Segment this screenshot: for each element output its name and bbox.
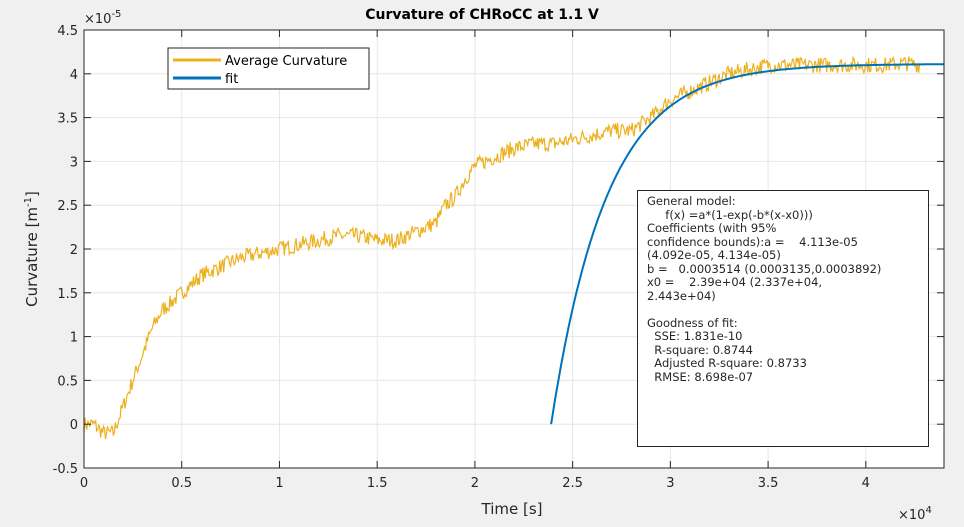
annotation-line: Adjusted R-square: 0.8733 xyxy=(647,356,807,370)
annotation-line: SSE: 1.831e-10 xyxy=(647,329,743,343)
y-tick-label: 4.5 xyxy=(57,24,78,39)
legend-label-average: Average Curvature xyxy=(225,54,347,69)
annotation-line: General model: xyxy=(647,194,736,208)
y-axis-label-sup: -1 xyxy=(23,197,34,207)
annotation-line: (4.092e-05, 4.134e-05) xyxy=(647,248,781,262)
x-tick-label: 0.5 xyxy=(171,476,192,491)
legend-label-fit: fit xyxy=(225,72,238,87)
annotation-line: 2.443e+04) xyxy=(647,288,716,303)
y-tick-label: 2 xyxy=(70,243,78,258)
x-tick-label: 0 xyxy=(80,476,88,491)
x-tick-label: 1.5 xyxy=(367,476,388,491)
annotation-line: Goodness of fit: xyxy=(647,315,738,330)
x-axis-label: Time [s] xyxy=(481,500,543,518)
y-exponent-power: -5 xyxy=(111,9,121,20)
x-exponent-label: ×104 xyxy=(898,505,932,523)
annotation-line: confidence bounds):a = 4.113e-05 xyxy=(647,234,858,249)
x-tick-label: 2 xyxy=(471,476,479,491)
x-exponent-power: 4 xyxy=(925,505,931,516)
x-tick-label: 3.5 xyxy=(758,476,779,491)
y-tick-label: 0.5 xyxy=(57,374,78,389)
y-tick-label: 1.5 xyxy=(57,287,78,302)
y-exponent-label: ×10-5 xyxy=(84,9,121,27)
y-tick-label: 1 xyxy=(70,331,78,346)
y-exponent-base: ×10 xyxy=(84,12,111,27)
legend[interactable]: Average Curvature fit xyxy=(167,47,370,90)
x-tick-label: 4 xyxy=(862,476,870,491)
y-tick-label: 3.5 xyxy=(57,112,78,127)
y-axis-label: Curvature [m-1] xyxy=(23,191,41,307)
annotation-line xyxy=(647,303,928,317)
legend-box xyxy=(167,47,370,90)
y-tick-label: 4 xyxy=(70,68,78,83)
chart-title: Curvature of CHRoCC at 1.1 V xyxy=(365,7,599,23)
x-exponent-base: ×10 xyxy=(898,508,925,523)
series-group xyxy=(83,55,944,439)
x-tick-label: 1 xyxy=(275,476,283,491)
annotation-line: R-square: 0.8744 xyxy=(647,342,753,357)
annotation-line: x0 = 2.39e+04 (2.337e+04, xyxy=(647,275,823,289)
series-fit xyxy=(550,63,944,425)
ticks: 0 0.5 1 1.5 2 2.5 3 3.5 4-0.500.511.522.533.544.… xyxy=(53,24,944,491)
y-tick-label: 0 xyxy=(70,418,78,433)
y-tick-label: -0.5 xyxy=(53,462,78,477)
y-axis-label-main: Curvature [m xyxy=(23,207,41,307)
fit-annotation-box: General model: f(x) =a*(1-exp(-b*(x-x0))… xyxy=(637,190,929,447)
annotation-line: RMSE: 8.698e-07 xyxy=(647,369,754,384)
x-tick-label: 2.5 xyxy=(562,476,583,491)
x-tick-label: 3 xyxy=(666,476,674,491)
y-tick-label: 2.5 xyxy=(57,199,78,214)
annotation-line: b = 0.0003514 (0.0003135,0.0003892) xyxy=(647,261,882,276)
annotation-line: Coefficients (with 95% xyxy=(647,221,777,235)
annotation-line: f(x) =a*(1-exp(-b*(x-x0))) xyxy=(647,207,813,222)
y-axis-label-close: ] xyxy=(23,191,41,197)
y-tick-label: 3 xyxy=(70,155,78,170)
